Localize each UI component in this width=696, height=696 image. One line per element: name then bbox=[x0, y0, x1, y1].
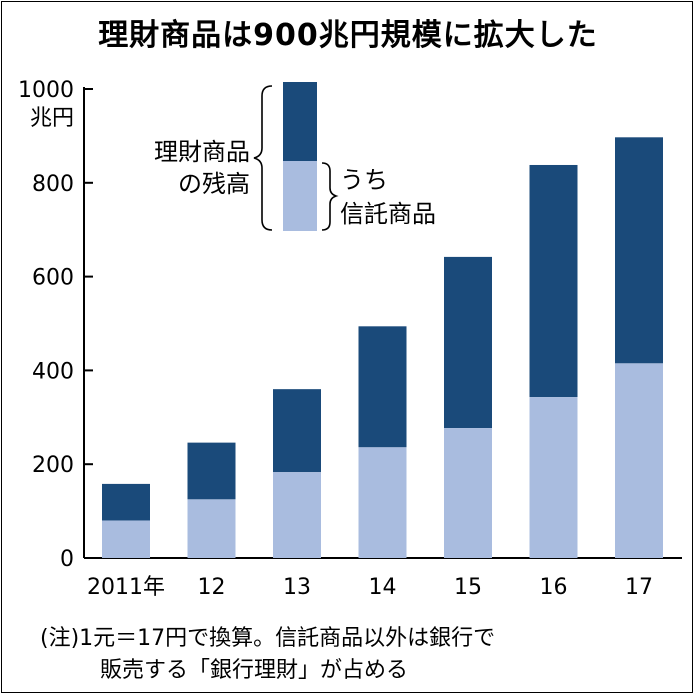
bar-total-0 bbox=[102, 483, 150, 521]
y-tick-label-600: 600 bbox=[32, 266, 74, 291]
bar-trust-6 bbox=[615, 363, 663, 558]
bar-total-4 bbox=[444, 256, 492, 429]
y-tick-label-200: 200 bbox=[32, 453, 74, 478]
y-unit-label: 兆円 bbox=[30, 106, 74, 131]
bar-total-5 bbox=[529, 164, 578, 398]
x-tick-label-2: 13 bbox=[283, 575, 311, 600]
y-tick-label-0: 0 bbox=[60, 547, 74, 572]
x-tick-label-3: 14 bbox=[369, 575, 397, 600]
legend-brace-total bbox=[253, 85, 273, 231]
legend-trust-label-1: うち bbox=[340, 166, 388, 194]
legend-swatch-total bbox=[283, 82, 317, 161]
legend-swatch-trust bbox=[283, 161, 317, 231]
y-tick-label-400: 400 bbox=[32, 359, 74, 384]
x-tick-label-0: 2011年 bbox=[87, 575, 165, 600]
x-tick-label-1: 12 bbox=[198, 575, 226, 600]
legend-total-label-1: 理財商品 bbox=[154, 138, 250, 166]
bar-trust-2 bbox=[273, 472, 321, 558]
x-tick-label-6: 17 bbox=[625, 575, 653, 600]
bar-trust-4 bbox=[444, 428, 492, 558]
bar-total-6 bbox=[615, 137, 663, 364]
bar-total-2 bbox=[273, 389, 321, 473]
bar-trust-3 bbox=[358, 447, 407, 558]
bar-total-3 bbox=[358, 326, 407, 448]
bar-trust-1 bbox=[187, 499, 236, 558]
y-tick-label-1000: 1000 bbox=[18, 78, 74, 103]
footnote-line-1: (注)1元＝17円で換算。信託商品以外は銀行で bbox=[40, 626, 496, 651]
bar-trust-5 bbox=[529, 397, 578, 558]
footnote-line-2: 販売する「銀行理財」が占める bbox=[100, 658, 409, 683]
bar-total-1 bbox=[187, 442, 236, 500]
y-tick-label-800: 800 bbox=[32, 172, 74, 197]
legend-brace-trust bbox=[321, 162, 339, 231]
legend-total-label-2: の残高 bbox=[178, 170, 250, 198]
x-tick-label-5: 16 bbox=[540, 575, 568, 600]
bar-trust-0 bbox=[102, 520, 150, 558]
chart-title: 理財商品は900兆円規模に拡大した bbox=[98, 18, 598, 53]
legend-trust-label-2: 信託商品 bbox=[340, 200, 436, 228]
x-tick-label-4: 15 bbox=[454, 575, 482, 600]
